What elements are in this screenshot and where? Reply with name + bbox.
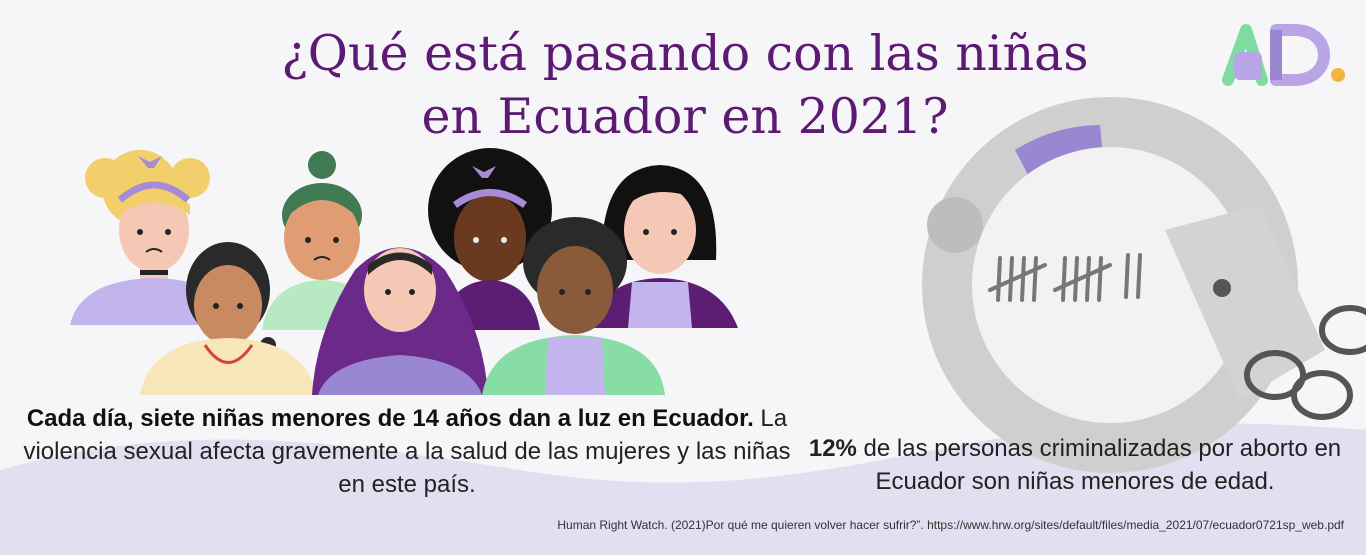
girl-hijab-figure <box>312 247 488 395</box>
right-caption: 12% de las personas criminalizadas por a… <box>780 432 1366 498</box>
page-title: ¿Qué está pasando con las niñas en Ecuad… <box>180 22 1190 148</box>
right-caption-text: de las personas criminalizadas por abort… <box>856 435 1342 495</box>
girl-curly-figure <box>482 217 665 395</box>
title-line-1: ¿Qué está pasando con las niñas <box>281 25 1089 82</box>
left-caption-text: La violencia sexual afecta gravemente a … <box>23 405 791 498</box>
left-caption-bold: Cada día, siete niñas menores de 14 años… <box>26 405 754 432</box>
girl-bob-figure <box>590 165 738 328</box>
ad-logo <box>1222 24 1345 86</box>
left-caption: Cada día, siete niñas menores de 14 años… <box>22 402 792 501</box>
source-citation: Human Right Watch. (2021)Por qué me quie… <box>557 518 1344 532</box>
tally-marks-icon <box>988 253 1142 302</box>
girl-braid-figure <box>140 242 316 395</box>
right-caption-bold: 12% <box>808 435 857 462</box>
girls-illustration <box>70 148 738 395</box>
title-line-2: en Ecuador en 2021? <box>421 88 949 145</box>
